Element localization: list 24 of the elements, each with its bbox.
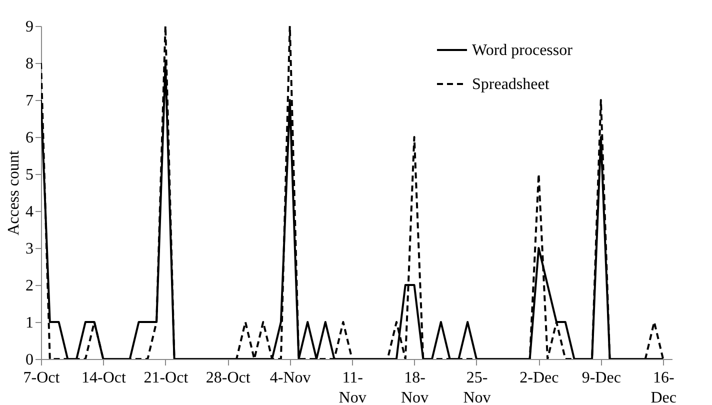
x-tick-label: 18-Nov <box>400 370 429 405</box>
y-tick-label: 4 <box>26 204 34 220</box>
x-tick-label: 2-Dec <box>520 370 559 386</box>
x-tick-label: 7-Oct <box>23 370 60 386</box>
x-tick-label: 28-Oct <box>206 370 251 386</box>
y-tick-label: 9 <box>26 18 34 36</box>
y-tick-label: 5 <box>26 166 34 184</box>
y-tick-label: 1 <box>26 314 34 332</box>
y-tick-label: 0 <box>26 352 34 368</box>
x-tick-label: 4-Nov <box>270 370 311 386</box>
y-tick-label: 7 <box>26 92 34 110</box>
x-tick-label: 21-Oct <box>144 370 189 386</box>
y-tick-label: 8 <box>26 56 34 72</box>
x-tick-label: 25-Nov <box>463 370 491 405</box>
y-tick-label: 2 <box>26 278 34 294</box>
legend-label: Spreadsheet <box>472 76 550 93</box>
x-tick-label: 9-Dec <box>582 370 621 386</box>
x-tick-label: 14-Oct <box>81 370 126 386</box>
x-tick-label: 16-Dec <box>650 370 676 405</box>
x-tick-label: 11-Nov <box>338 370 366 405</box>
y-axis-title: Access count <box>6 150 22 236</box>
y-tick-label: 3 <box>26 240 34 258</box>
y-tick-label: 6 <box>26 130 34 146</box>
legend-label: Word processor <box>472 42 574 59</box>
